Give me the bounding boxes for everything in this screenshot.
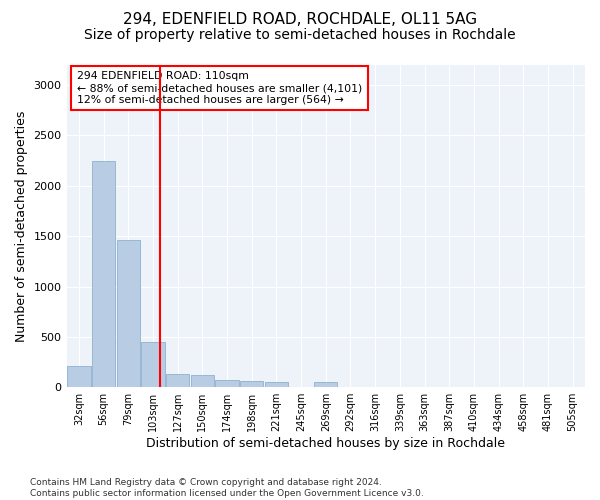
Bar: [265, 382, 288, 387]
Y-axis label: Number of semi-detached properties: Number of semi-detached properties: [15, 110, 28, 342]
Bar: [92, 160, 115, 387]
Text: 294 EDENFIELD ROAD: 110sqm
← 88% of semi-detached houses are smaller (4,101)
12%: 294 EDENFIELD ROAD: 110sqm ← 88% of semi…: [77, 72, 362, 104]
X-axis label: Distribution of semi-detached houses by size in Rochdale: Distribution of semi-detached houses by …: [146, 437, 505, 450]
Bar: [67, 366, 91, 387]
Bar: [314, 382, 337, 387]
Bar: [116, 240, 140, 387]
Bar: [240, 380, 263, 387]
Bar: [141, 342, 164, 387]
Text: Contains HM Land Registry data © Crown copyright and database right 2024.
Contai: Contains HM Land Registry data © Crown c…: [30, 478, 424, 498]
Text: 294, EDENFIELD ROAD, ROCHDALE, OL11 5AG: 294, EDENFIELD ROAD, ROCHDALE, OL11 5AG: [123, 12, 477, 28]
Bar: [215, 380, 239, 387]
Bar: [191, 375, 214, 387]
Text: Size of property relative to semi-detached houses in Rochdale: Size of property relative to semi-detach…: [84, 28, 516, 42]
Bar: [166, 374, 190, 387]
